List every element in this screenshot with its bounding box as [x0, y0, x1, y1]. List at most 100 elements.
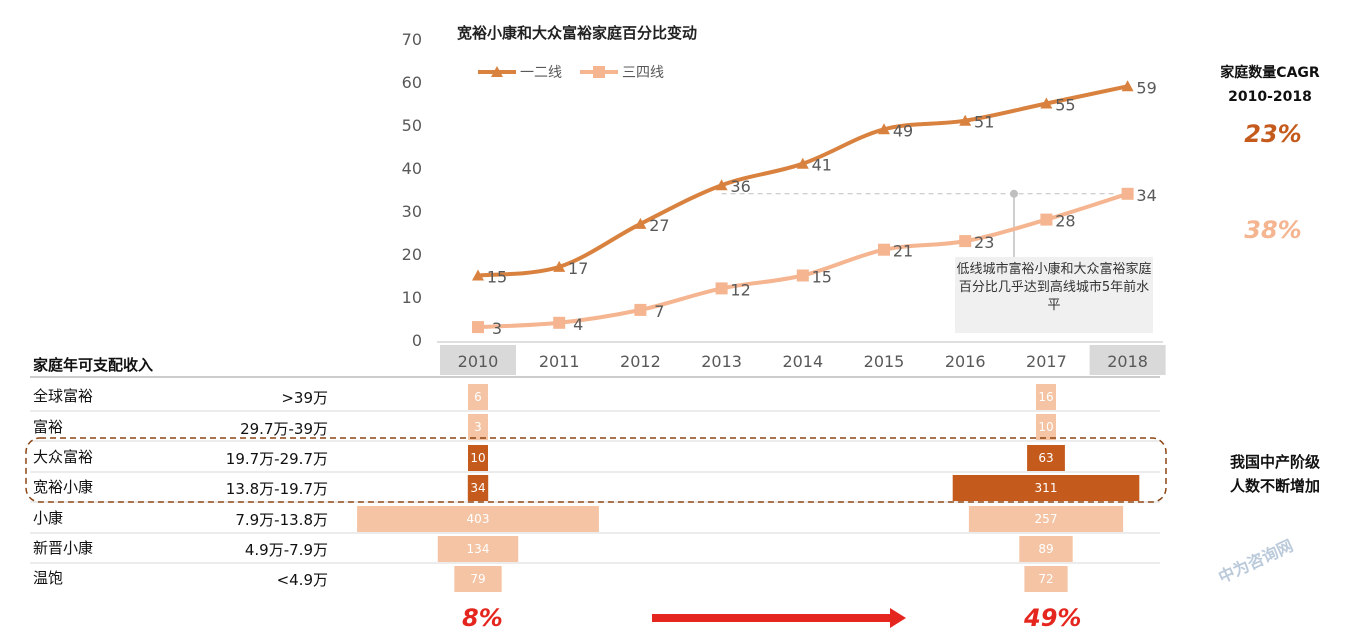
data-point-marker — [1040, 97, 1053, 109]
income-bar — [357, 506, 599, 532]
income-bar-label: 16 — [1038, 390, 1053, 404]
y-tick-label: 20 — [402, 245, 422, 264]
data-point-marker — [796, 269, 809, 282]
data-label: 55 — [1055, 96, 1075, 115]
income-bar — [1024, 566, 1068, 592]
data-point-marker — [796, 157, 809, 169]
cagr-period: 2010-2018 — [1228, 89, 1312, 105]
data-point-marker — [1121, 80, 1134, 92]
y-tick-label: 40 — [402, 159, 422, 178]
tier-name: 新晋小康 — [33, 539, 94, 557]
tier-range: <4.9万 — [276, 571, 328, 589]
x-tick-label: 2013 — [701, 352, 742, 371]
growth-arrow-shaft — [652, 614, 892, 622]
income-bar — [1019, 536, 1073, 562]
annotation-text: 低线城市富裕小康和大众富裕家庭百分比几乎达到高线城市5年前水平 — [956, 262, 1152, 313]
pct-2010: 8% — [462, 604, 503, 632]
income-bar — [468, 384, 488, 410]
income-bar-label: 89 — [1038, 542, 1053, 556]
income-bar — [1036, 384, 1056, 410]
data-point-marker — [472, 321, 484, 334]
income-bar-label: 63 — [1038, 451, 1053, 465]
y-tick-label: 70 — [402, 30, 422, 49]
income-bar-label: 403 — [467, 512, 490, 526]
data-label: 59 — [1136, 78, 1156, 97]
y-tick-label: 10 — [402, 288, 422, 307]
income-table-title: 家庭年可支配收入 — [33, 356, 154, 374]
data-label: 3 — [492, 319, 502, 338]
income-bar-label: 134 — [467, 542, 490, 556]
tier-range: 19.7万-29.7万 — [225, 450, 328, 468]
annotation-dot — [1010, 189, 1018, 198]
income-bar-label: 6 — [474, 390, 482, 404]
legend-label: 三四线 — [622, 65, 664, 81]
data-label: 4 — [573, 315, 583, 334]
tier-name: 富裕 — [33, 418, 64, 436]
x-tick-label: 2014 — [782, 352, 823, 371]
data-point-marker — [1121, 187, 1134, 200]
category-highlight — [1089, 345, 1166, 375]
data-point-marker — [634, 217, 647, 229]
income-bar — [468, 445, 488, 471]
income-bar-label: 3 — [474, 420, 482, 434]
tier-range: 13.8万-19.7万 — [225, 480, 328, 498]
x-tick-label: 2017 — [1026, 352, 1067, 371]
data-point-marker — [634, 303, 647, 316]
data-label: 23 — [974, 233, 994, 252]
data-label: 15 — [487, 268, 507, 287]
side-note-line2: 人数不断增加 — [1229, 477, 1320, 495]
income-bar — [467, 475, 489, 501]
tier-range: >39万 — [281, 389, 328, 407]
annotation-box: 低线城市富裕小康和大众富裕家庭百分比几乎达到高线城市5年前水平 — [955, 257, 1153, 333]
income-bar — [468, 414, 488, 440]
data-label: 17 — [568, 259, 588, 278]
side-note-line1: 我国中产阶级 — [1229, 453, 1320, 471]
data-label: 49 — [893, 121, 913, 140]
x-tick-label: 2012 — [620, 352, 661, 371]
legend-marker — [593, 66, 605, 78]
data-label: 28 — [1055, 212, 1075, 231]
legend-label: 一二线 — [520, 65, 562, 81]
chart-title: 宽裕小康和大众富裕家庭百分比变动 — [457, 24, 698, 42]
tier-name: 温饱 — [33, 569, 64, 587]
data-point-marker — [472, 269, 484, 281]
cagr-tier2: 38% — [1244, 216, 1302, 244]
data-label: 21 — [893, 242, 913, 261]
tier-name: 大众富裕 — [33, 448, 94, 466]
data-point-marker — [1040, 213, 1053, 226]
income-bar — [1036, 414, 1056, 440]
legend-marker — [491, 66, 503, 77]
data-label: 51 — [974, 113, 994, 132]
middle-class-highlight — [25, 437, 1167, 503]
income-bar-label: 34 — [470, 481, 485, 495]
cagr-tier1: 23% — [1244, 120, 1302, 148]
income-bar-label: 10 — [470, 451, 485, 465]
x-tick-label: 2018 — [1107, 352, 1148, 371]
tier-name: 小康 — [33, 509, 64, 527]
category-highlight — [440, 345, 516, 375]
y-tick-label: 50 — [402, 116, 422, 135]
x-tick-label: 2016 — [945, 352, 986, 371]
tier-range: 7.9万-13.8万 — [235, 511, 328, 529]
income-bar-label: 10 — [1038, 420, 1053, 434]
income-bar — [952, 475, 1140, 501]
income-bar-label: 72 — [1038, 572, 1053, 586]
income-bar-label: 79 — [470, 572, 485, 586]
data-label: 27 — [649, 216, 669, 235]
income-bar — [968, 506, 1124, 532]
cagr-title: 家庭数量CAGR — [1220, 65, 1320, 81]
data-point-marker — [715, 179, 728, 191]
pct-2018: 49% — [1024, 604, 1082, 632]
data-point-marker — [553, 260, 566, 272]
data-label: 34 — [1136, 186, 1156, 205]
tier-range: 4.9万-7.9万 — [244, 541, 328, 559]
income-bar — [437, 536, 519, 562]
y-tick-label: 60 — [402, 73, 422, 92]
growth-arrow-head — [890, 608, 906, 628]
data-point-marker — [959, 114, 972, 126]
data-point-marker — [715, 282, 728, 295]
data-label: 12 — [730, 280, 750, 299]
tier-range: 29.7万-39万 — [240, 420, 328, 438]
data-point-marker — [878, 243, 890, 256]
income-bar — [1027, 445, 1065, 471]
